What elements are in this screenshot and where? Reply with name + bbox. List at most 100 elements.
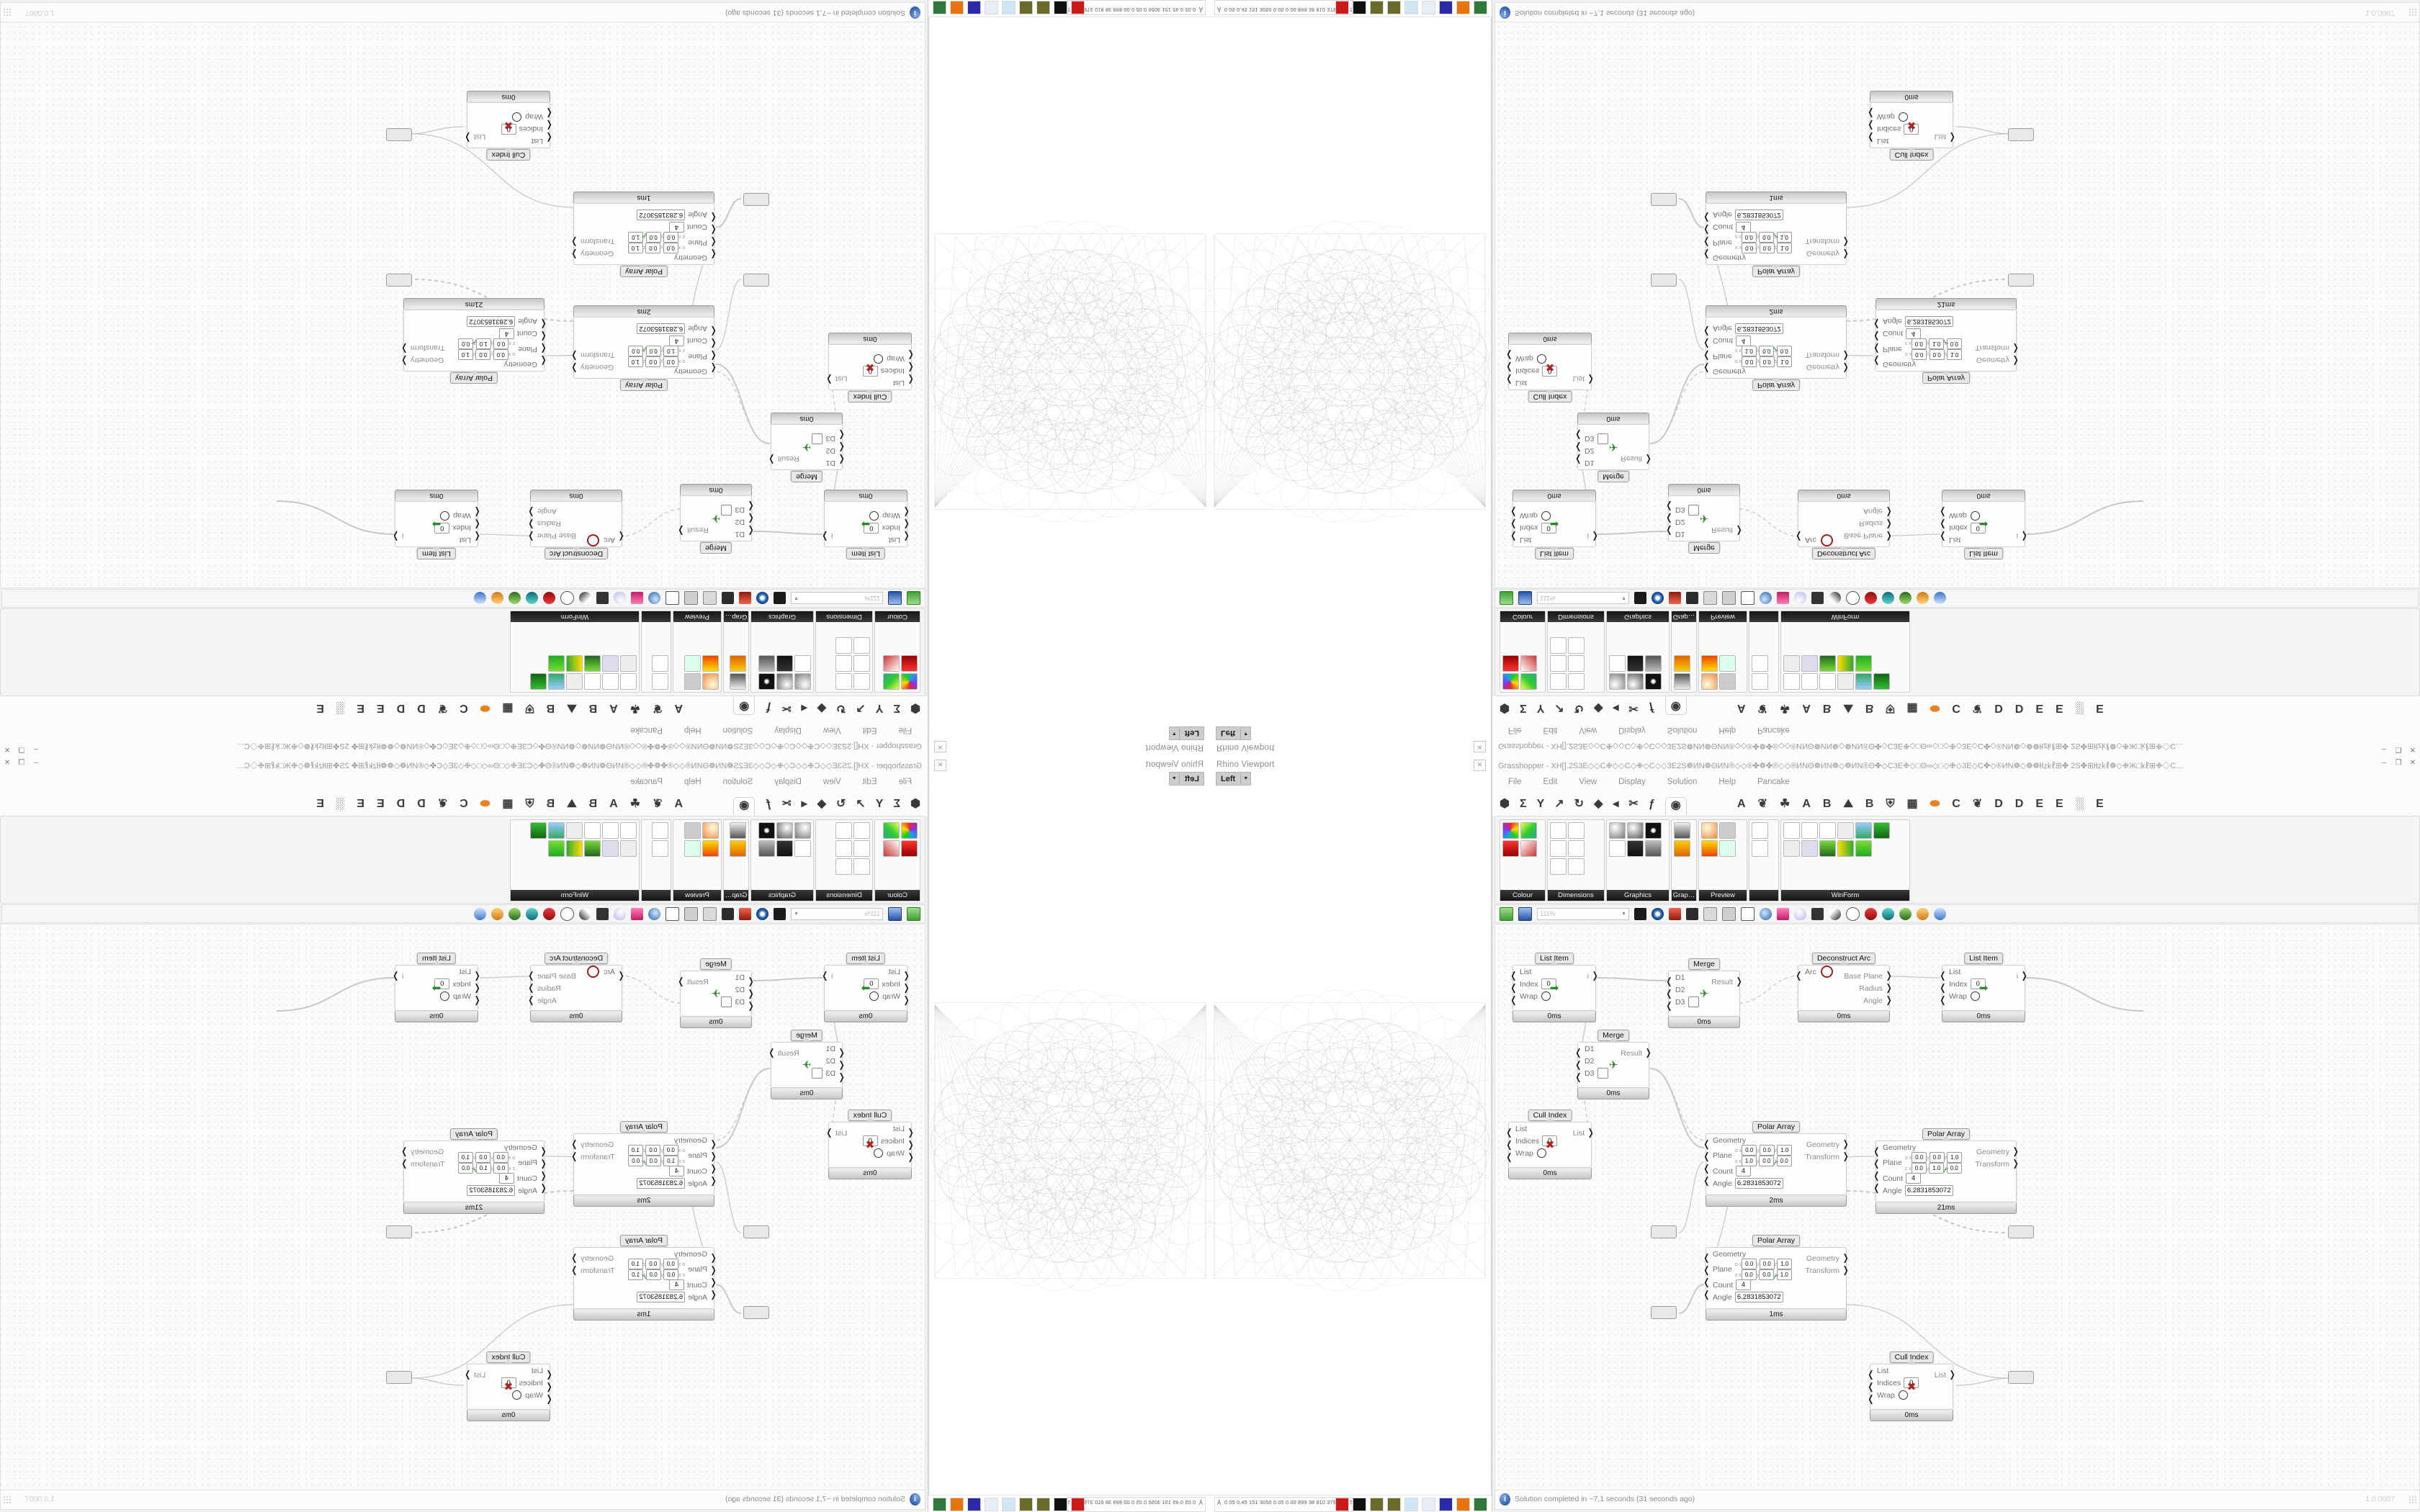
- maths-sigma-icon[interactable]: Σ: [893, 702, 901, 715]
- input-pin[interactable]: ❬: [1510, 994, 1518, 1005]
- screen-icon[interactable]: [684, 673, 701, 690]
- component-body[interactable]: ❬ List ❬ Index 0 ❬ Wrap ❭ i ➡: [392, 965, 481, 1011]
- at-icon[interactable]: [703, 591, 717, 606]
- transform-icon[interactable]: ƒ: [765, 797, 772, 810]
- shade-green-icon[interactable]: [1899, 592, 1912, 605]
- input-pin[interactable]: ❬: [1703, 338, 1711, 349]
- vector-arrow-icon[interactable]: ↗: [856, 797, 866, 810]
- input-pin[interactable]: ❬: [1665, 976, 1673, 986]
- menu-item-solution[interactable]: Solution: [722, 778, 753, 786]
- addon-shield-icon[interactable]: ⛨: [525, 797, 534, 810]
- addon-leaf-icon[interactable]: ❦: [653, 797, 663, 810]
- output-pin[interactable]: ❭: [1735, 526, 1743, 536]
- label-icon[interactable]: [566, 822, 583, 839]
- input-pin[interactable]: ❬: [539, 1170, 547, 1181]
- gh-component-merge1[interactable]: Merge ❬ D1 ❬ D2 ❬ D3 ❭ Result ✈ 0ms: [1665, 958, 1743, 1028]
- gh-component-listitem2[interactable]: List Item ❬ List ❬ Index 0 ❬ Wrap ❭ i ➡ 0ms: [1939, 953, 2028, 1022]
- addon-b2-icon[interactable]: B: [1865, 702, 1874, 715]
- intersect-scissors-icon[interactable]: ✂: [781, 702, 792, 715]
- input-pin[interactable]: ❬: [1510, 531, 1518, 542]
- input-pin[interactable]: ❬: [1665, 1000, 1673, 1011]
- gh-component-listitem1[interactable]: List Item ❬ List ❬ Index 0 ❬ Wrap ❭ i ➡ 0ms: [821, 953, 910, 1022]
- input-pin[interactable]: ❬: [1873, 1170, 1881, 1181]
- close-button[interactable]: ✕: [2409, 759, 2416, 767]
- plane-origin-ox[interactable]: 0.0: [1742, 243, 1757, 253]
- olive-globe-icon[interactable]: [1370, 1498, 1384, 1511]
- calendar-icon[interactable]: [620, 655, 637, 672]
- addon-tree-icon[interactable]: ☘: [629, 797, 641, 810]
- component-body[interactable]: ❬ List ❬ Indices 0 ❬ Wrap ❭ List ✖: [464, 1364, 553, 1410]
- input-pin[interactable]: ❬: [473, 507, 481, 518]
- input-pin[interactable]: ❬: [1703, 1175, 1711, 1186]
- bars-icon[interactable]: [1674, 840, 1690, 857]
- addon-e2-icon[interactable]: E: [2056, 702, 2063, 715]
- maximize-button[interactable]: ❐: [18, 745, 25, 753]
- input-pin[interactable]: ❬: [709, 1252, 717, 1263]
- param-row[interactable]: Angle 6.2831853072: [1706, 1177, 1846, 1189]
- relay-node[interactable]: [2008, 1371, 2034, 1384]
- shade-orange-icon[interactable]: [1917, 592, 1929, 605]
- output-pin[interactable]: ❭: [400, 1146, 408, 1156]
- sets-icon[interactable]: Υ: [875, 702, 884, 715]
- path-icon[interactable]: [853, 840, 870, 857]
- gh-component-relay4[interactable]: Relay: [385, 128, 412, 141]
- param-row[interactable]: List: [1870, 1364, 1953, 1377]
- output-pin[interactable]: ❭: [2012, 1146, 2020, 1156]
- input-pin[interactable]: ❬: [539, 1182, 547, 1193]
- component-body[interactable]: ❬ Arc ❭ Base Plane ❭ Radius ❭ Angle: [527, 965, 625, 1011]
- zoom-level-input[interactable]: 111% ▼: [1537, 907, 1629, 920]
- shade-blue-icon[interactable]: [474, 907, 486, 920]
- addon-leaf-icon[interactable]: ❦: [1757, 797, 1767, 810]
- calendar-icon[interactable]: [1783, 655, 1800, 672]
- component-name-tag[interactable]: Polar Array: [1922, 1128, 1970, 1140]
- sl-icon[interactable]: [702, 655, 719, 672]
- addon-e3-icon[interactable]: E: [2096, 702, 2104, 715]
- floppy-save-icon[interactable]: [967, 1, 981, 14]
- transform-icon[interactable]: ƒ: [1648, 797, 1655, 810]
- output-pin[interactable]: ❭: [1885, 531, 1893, 542]
- input-pin[interactable]: ❬: [709, 326, 717, 337]
- relay-node[interactable]: [386, 1225, 412, 1238]
- curve-spiral-icon[interactable]: ↻: [1574, 797, 1585, 810]
- plane-zaxis-zx[interactable]: 0.0: [1911, 1163, 1927, 1174]
- list-icon[interactable]: [1819, 822, 1836, 839]
- menu-item-view[interactable]: View: [823, 726, 841, 734]
- addon-mountain-icon[interactable]: ⛰: [1843, 702, 1853, 715]
- building-icon[interactable]: [835, 637, 852, 654]
- input-pin[interactable]: ❬: [1795, 970, 1803, 981]
- addon-a2-icon[interactable]: A: [1802, 797, 1811, 810]
- numbers-3412-icon[interactable]: [1752, 673, 1768, 690]
- input-pin[interactable]: ❬: [838, 1047, 846, 1058]
- input-pin[interactable]: ❬: [1873, 331, 1881, 342]
- relay-node[interactable]: [2008, 274, 2034, 287]
- chevron-down-icon[interactable]: ▼: [1169, 728, 1180, 739]
- input-pin[interactable]: ❬: [539, 1158, 547, 1169]
- shade-blue-icon[interactable]: [1934, 907, 1946, 920]
- param-value-field[interactable]: 6.2831853072: [637, 210, 686, 220]
- addon-mountain-icon[interactable]: ⛰: [1843, 797, 1853, 810]
- gh-component-cullindex2[interactable]: Cull Index ❬ List ❬ Indices 0 ❬ Wrap ❭ List ✖ 0ms: [1867, 91, 1956, 161]
- battery-icon[interactable]: [548, 840, 565, 857]
- gh-component-relay3[interactable]: Relay: [385, 274, 412, 287]
- relay-node[interactable]: [743, 1225, 769, 1238]
- viewport-selector[interactable]: Left ▼: [1168, 726, 1204, 740]
- param-value-field[interactable]: 4: [498, 1173, 514, 1184]
- input-pin[interactable]: ❬: [709, 1175, 717, 1186]
- addon-shield-icon[interactable]: ⛨: [525, 702, 534, 715]
- output-pin[interactable]: ❭: [400, 356, 408, 366]
- relay-node[interactable]: [743, 1306, 769, 1319]
- gh-component-relay1[interactable]: Relay: [1651, 274, 1678, 287]
- input-pin[interactable]: ❬: [902, 970, 910, 981]
- param-value-field[interactable]: 4: [1906, 328, 1922, 339]
- plane-zaxis-zy[interactable]: 0.0: [1759, 1156, 1775, 1166]
- calendar-icon[interactable]: [1783, 840, 1800, 857]
- sketch-icon[interactable]: [1568, 655, 1585, 672]
- colour-wheel-icon[interactable]: [1502, 822, 1519, 839]
- input-pin[interactable]: ❬: [1505, 1151, 1513, 1162]
- input-pin[interactable]: ❬: [1505, 362, 1513, 373]
- addon-leaf-icon[interactable]: ❦: [653, 702, 663, 715]
- plane-zaxis-zx[interactable]: 1.0: [1741, 1156, 1757, 1166]
- gh-component-listitem2[interactable]: List Item ❬ List ❬ Index 0 ❬ Wrap ❭ i ➡ 0ms: [392, 953, 481, 1022]
